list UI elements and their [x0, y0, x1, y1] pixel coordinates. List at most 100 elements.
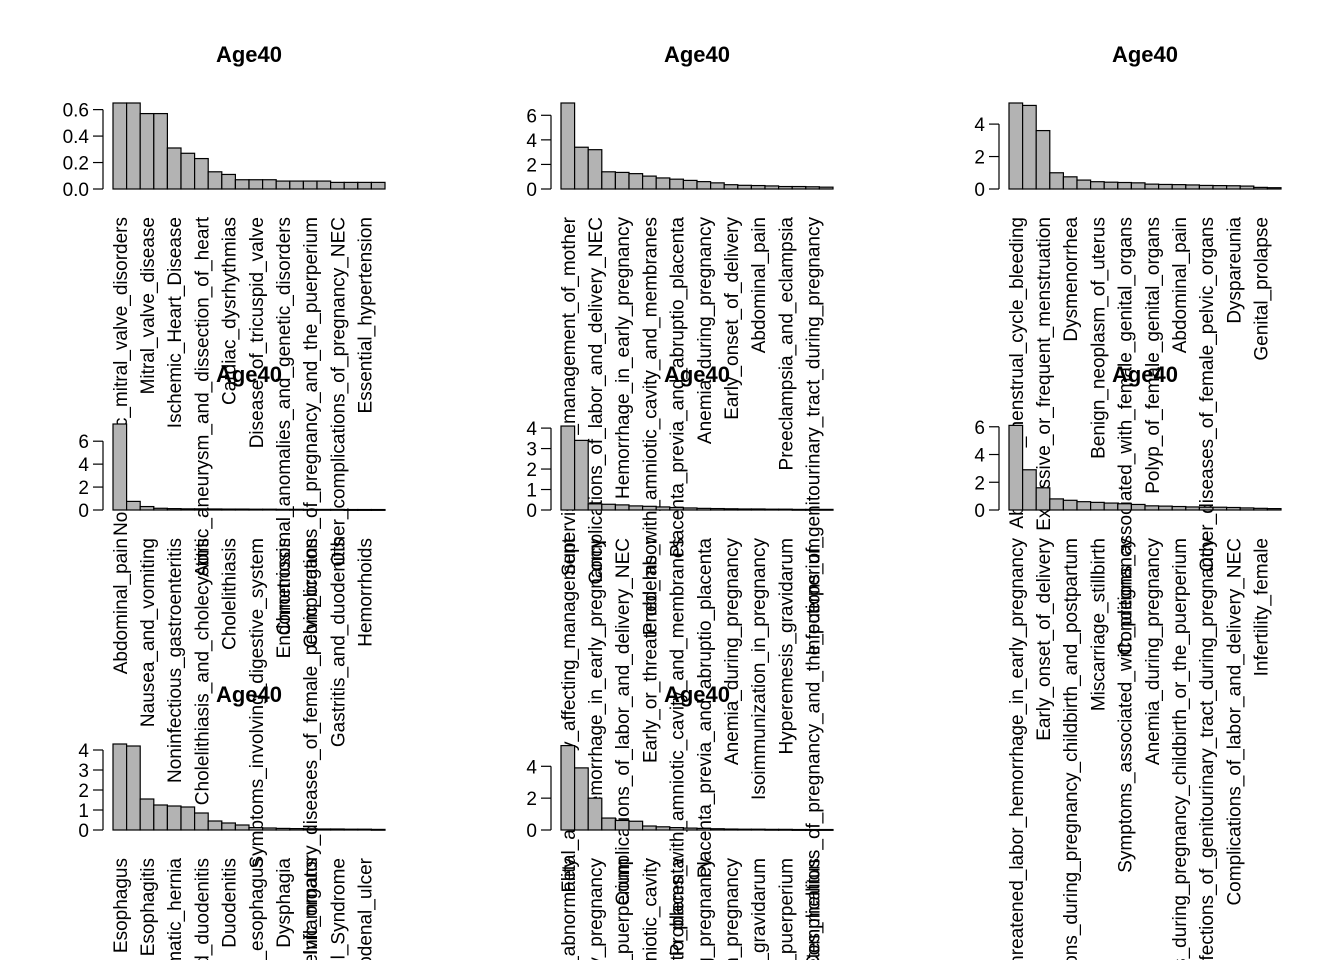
bar — [1089, 181, 1105, 190]
panel-title: Age40 — [216, 682, 282, 707]
bar — [302, 180, 318, 190]
bar — [791, 185, 807, 190]
bar — [275, 508, 291, 511]
y-tick-label: 0 — [974, 180, 985, 201]
bar — [275, 827, 291, 831]
y-tick-label: 2 — [526, 155, 537, 176]
bar — [791, 508, 807, 511]
bar — [764, 828, 780, 831]
bar — [1130, 182, 1146, 190]
y-tick-label: 1 — [78, 801, 89, 822]
bar — [1062, 176, 1078, 190]
category-label: Hemorrhage_in_early_pregnancy — [586, 858, 607, 960]
bar — [818, 186, 834, 190]
bar — [166, 508, 182, 511]
bar — [330, 181, 345, 190]
bar — [696, 507, 712, 511]
bar — [125, 500, 141, 511]
bar — [777, 508, 793, 511]
x-labels: Known_or_suspected_fetal_abnormality Hemo… — [559, 858, 825, 960]
category-label: Hemorrhage_in_early_pregnancy — [613, 217, 634, 500]
x-labels: Abdominal_pain Nausea_and_vomiting Noninfe… — [111, 538, 377, 955]
category-label: Abdominal_pain — [1170, 217, 1191, 353]
bar — [614, 504, 630, 511]
y-axis: 0 2 4 — [974, 115, 1000, 201]
category-label: Early_or_threatened_labor — [640, 537, 661, 763]
y-tick-label: 4 — [526, 419, 537, 440]
bar — [153, 112, 169, 190]
bar — [601, 503, 616, 511]
bar — [1212, 506, 1228, 511]
category-label: Diaphragmatic_hernia — [165, 858, 186, 960]
panel-title: Age40 — [216, 42, 282, 67]
category-label: Excessive_or_frequent_menstruation — [1034, 217, 1055, 531]
panel-title: Age40 — [664, 362, 730, 387]
category-label: Abdominal_pain — [111, 538, 132, 674]
bar — [1198, 184, 1214, 190]
bar — [614, 819, 630, 831]
panel-title: Age40 — [664, 682, 730, 707]
bar — [139, 798, 155, 831]
bar — [737, 184, 752, 190]
y-tick-label: 3 — [78, 761, 89, 782]
bar — [370, 828, 386, 831]
bar — [112, 102, 128, 190]
y-tick-label: 0 — [974, 501, 985, 522]
bar — [669, 827, 684, 831]
bar — [723, 508, 739, 511]
category-label: Endometriosis — [274, 538, 295, 658]
bar — [587, 503, 603, 511]
bar — [655, 177, 671, 190]
bar — [302, 828, 318, 831]
category-label: Genital_prolapse — [1252, 217, 1273, 361]
category-label: Gastritis_and_duodenitis — [192, 858, 213, 960]
bar — [1225, 185, 1241, 190]
bar — [682, 827, 698, 831]
bar — [1157, 505, 1173, 511]
bar — [275, 180, 291, 190]
category-label: Gastritis_and_duodenitis — [328, 538, 349, 747]
panel-8: Age40 0 2 4 Known_or_suspected_fetal_abnorma… — [526, 682, 834, 960]
category-label: Problems_with_amniotic_cavity — [640, 858, 661, 960]
bar — [316, 828, 332, 831]
bar — [316, 508, 332, 511]
category-label: Complications_of_pregnancy_and_the_puerp… — [776, 858, 797, 960]
bar — [587, 797, 603, 831]
category-label: Hyperemesis_gravidarum — [776, 538, 797, 754]
category-label: Problems_with_amniotic_cavity_and_membra… — [668, 538, 689, 956]
category-label: Dyspareunia — [1224, 217, 1245, 324]
bar — [262, 508, 277, 511]
bar — [628, 173, 644, 190]
bar — [139, 112, 155, 190]
y-tick-label: 0.2 — [63, 154, 89, 175]
bar — [1198, 506, 1214, 511]
panel-6: Age40 0 2 4 6 Threatened_labor_hemorrhage_in_… — [974, 362, 1282, 960]
bar — [343, 508, 359, 511]
bar — [1103, 181, 1119, 190]
category-label: Complications_of_the_puerperium — [613, 858, 634, 960]
bar — [221, 508, 237, 511]
bar — [153, 804, 169, 831]
category-label: Symptoms_associated_with_pregnancy — [1116, 538, 1137, 873]
category-label: Anemia_during_pregnancy — [1143, 538, 1164, 766]
bar — [737, 828, 752, 831]
bar — [1225, 506, 1241, 511]
category-label: Hemorrhoids — [356, 538, 377, 647]
bar — [289, 827, 304, 831]
x-labels: Esophagus Esophagitis Diaphragmatic_hernia… — [111, 857, 377, 960]
category-label: Chromosomal_anomalies_and_genetic_disord… — [274, 217, 295, 635]
bar — [330, 508, 345, 511]
category-label: Dysmenorrhea — [1061, 217, 1082, 342]
bar — [370, 508, 386, 511]
bar — [194, 812, 209, 831]
category-label: Early_onset_of_delivery — [1034, 538, 1055, 741]
y-tick-label: 4 — [974, 115, 985, 136]
y-tick-label: 3 — [526, 440, 537, 461]
category-label: Conditions_associated_with_female_genita… — [1116, 217, 1137, 655]
bar — [818, 828, 834, 831]
bar — [573, 439, 589, 511]
y-tick-label: 4 — [526, 131, 537, 152]
bar — [1089, 501, 1105, 511]
